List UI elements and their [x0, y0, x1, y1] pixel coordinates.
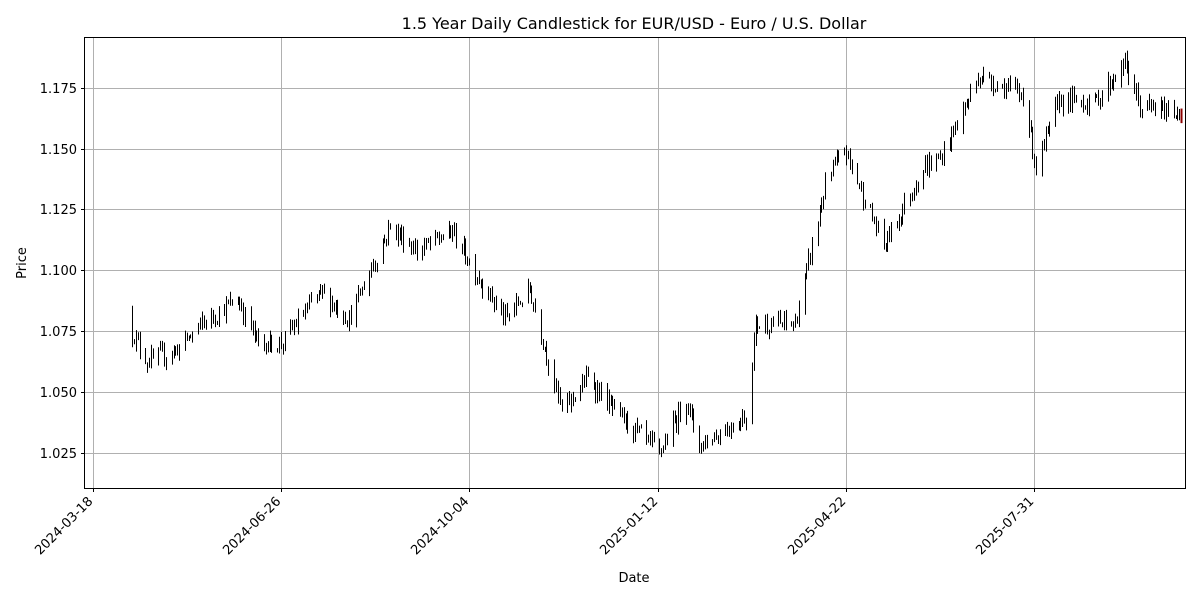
y-tick-label: 1.050: [40, 386, 77, 401]
candles: [132, 50, 1183, 458]
x-axis-label: Date: [618, 571, 649, 586]
y-tick-label: 1.075: [40, 325, 77, 340]
chart-title: 1.5 Year Daily Candlestick for EUR/USD -…: [402, 14, 867, 33]
y-axis-label: Price: [15, 247, 30, 279]
plot-frame: [84, 37, 1186, 489]
y-tick-label: 1.150: [40, 143, 77, 158]
y-tick-label: 1.100: [40, 264, 77, 279]
y-tick-label: 1.125: [40, 203, 77, 218]
y-tick-label: 1.025: [40, 447, 77, 462]
y-tick-label: 1.175: [40, 82, 77, 97]
